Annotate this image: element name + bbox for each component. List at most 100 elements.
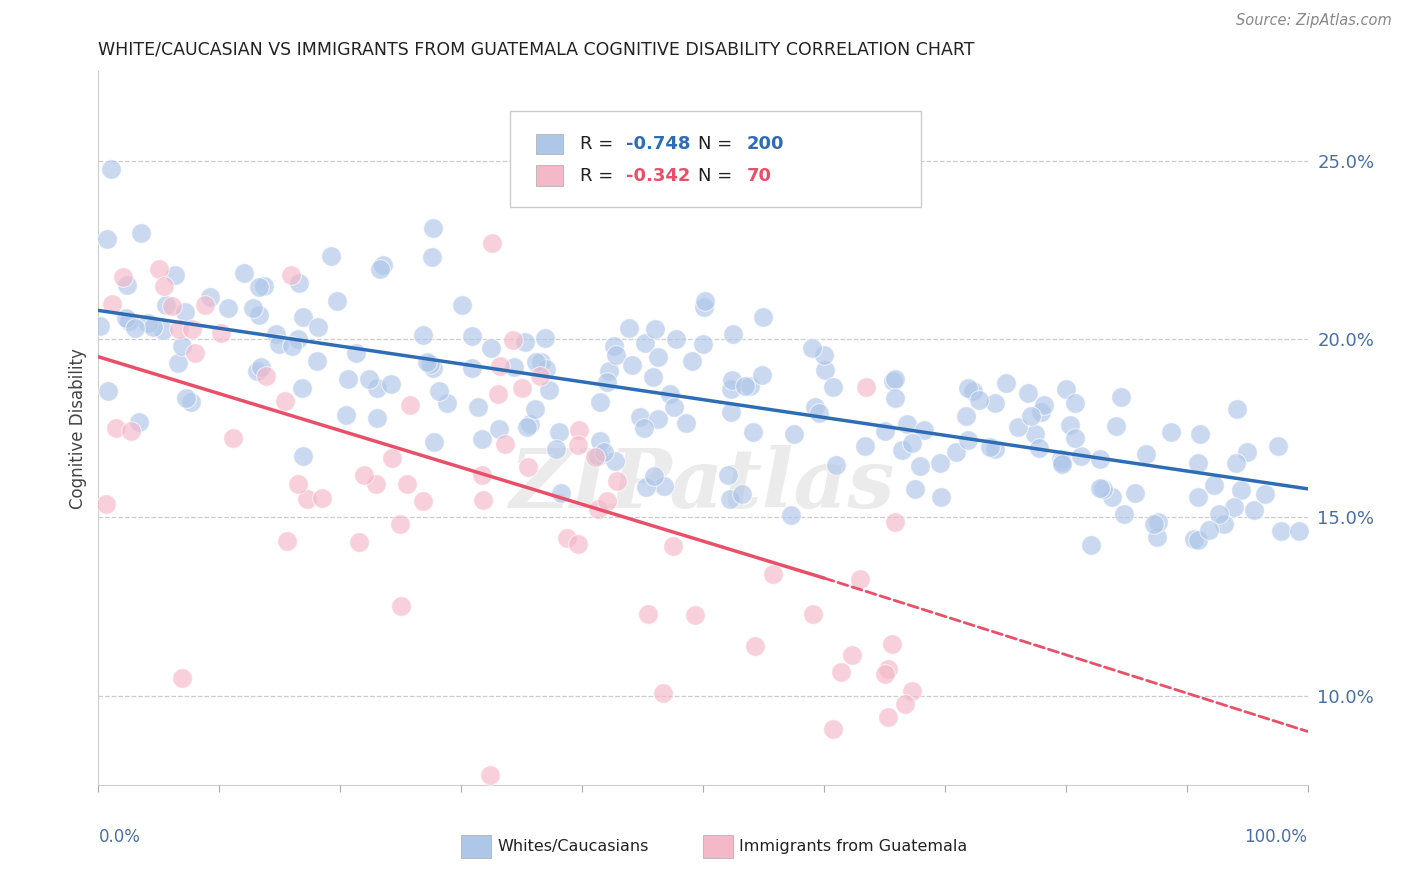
Point xyxy=(172,339,194,353)
Point xyxy=(752,310,775,324)
Point xyxy=(359,372,381,386)
Point xyxy=(96,232,118,246)
Point xyxy=(112,269,135,284)
Point xyxy=(1142,516,1164,531)
Point xyxy=(307,319,329,334)
Point xyxy=(693,300,716,314)
Point xyxy=(873,667,896,681)
Point xyxy=(291,310,314,324)
Point xyxy=(589,394,612,409)
Point xyxy=(1050,455,1073,469)
Point xyxy=(412,493,434,508)
Point xyxy=(461,361,484,376)
Y-axis label: Cognitive Disability: Cognitive Disability xyxy=(69,348,87,508)
Point xyxy=(651,686,673,700)
Point xyxy=(662,539,685,553)
Point xyxy=(170,671,193,685)
Point xyxy=(266,326,288,341)
Point xyxy=(519,417,541,431)
Point xyxy=(1223,500,1246,515)
Point xyxy=(502,359,524,374)
Point xyxy=(1059,417,1081,432)
Text: Immigrants from Guatemala: Immigrants from Guatemala xyxy=(740,838,967,854)
Point xyxy=(198,290,221,304)
Point xyxy=(658,386,681,401)
Point xyxy=(683,608,706,623)
Point xyxy=(479,768,502,782)
Point xyxy=(884,391,907,405)
Point xyxy=(945,445,967,459)
Point xyxy=(665,332,688,346)
Point xyxy=(180,322,202,336)
Point xyxy=(96,497,118,511)
Point xyxy=(467,400,489,414)
Point xyxy=(647,412,669,426)
Point xyxy=(957,434,980,448)
Point xyxy=(751,368,773,382)
Point xyxy=(955,409,977,424)
Point xyxy=(494,436,516,450)
Point xyxy=(136,316,159,330)
Point xyxy=(830,665,852,679)
Point xyxy=(524,355,547,369)
Point xyxy=(416,354,439,368)
Point xyxy=(450,298,472,312)
Point xyxy=(873,424,896,438)
Point xyxy=(823,722,845,736)
Point xyxy=(167,322,190,336)
Point xyxy=(479,342,502,356)
Point xyxy=(675,416,697,430)
Point xyxy=(183,345,205,359)
Point xyxy=(1054,382,1077,396)
Point xyxy=(381,450,404,465)
Point xyxy=(152,278,174,293)
Point xyxy=(115,311,138,326)
Point xyxy=(510,381,533,395)
FancyBboxPatch shape xyxy=(509,111,921,207)
Point xyxy=(994,376,1017,391)
Point xyxy=(422,361,444,376)
Point xyxy=(148,262,170,277)
Point xyxy=(160,299,183,313)
FancyBboxPatch shape xyxy=(536,134,562,154)
Point xyxy=(295,492,318,507)
Point xyxy=(100,296,122,310)
Point xyxy=(734,379,756,393)
Point xyxy=(855,380,877,394)
Point xyxy=(242,301,264,316)
Point xyxy=(962,384,984,398)
Point xyxy=(89,319,111,334)
Point xyxy=(1202,478,1225,492)
Point xyxy=(979,440,1001,454)
Point xyxy=(117,314,139,328)
FancyBboxPatch shape xyxy=(536,165,562,186)
Point xyxy=(841,648,863,663)
Point xyxy=(544,442,567,456)
Point xyxy=(347,535,370,549)
Point xyxy=(797,796,820,810)
Point xyxy=(662,400,685,414)
Point xyxy=(731,487,754,501)
Point xyxy=(530,355,553,369)
Point xyxy=(1114,507,1136,521)
Text: Whites/Caucasians: Whites/Caucasians xyxy=(498,838,648,854)
Point xyxy=(537,383,560,397)
Point xyxy=(105,421,128,435)
Point xyxy=(233,267,256,281)
Point xyxy=(419,357,441,371)
Text: -0.748: -0.748 xyxy=(626,136,690,153)
Text: Source: ZipAtlas.com: Source: ZipAtlas.com xyxy=(1236,13,1392,29)
Point xyxy=(617,321,640,335)
Point xyxy=(471,432,494,446)
Point xyxy=(217,301,239,316)
Point xyxy=(516,460,538,475)
Point xyxy=(681,354,703,368)
Point xyxy=(273,393,295,408)
Point xyxy=(644,322,666,336)
Point xyxy=(1050,452,1073,467)
Point xyxy=(567,437,589,451)
Point xyxy=(908,459,931,474)
Point xyxy=(131,226,153,240)
Point xyxy=(1105,419,1128,434)
Point xyxy=(1028,442,1050,456)
